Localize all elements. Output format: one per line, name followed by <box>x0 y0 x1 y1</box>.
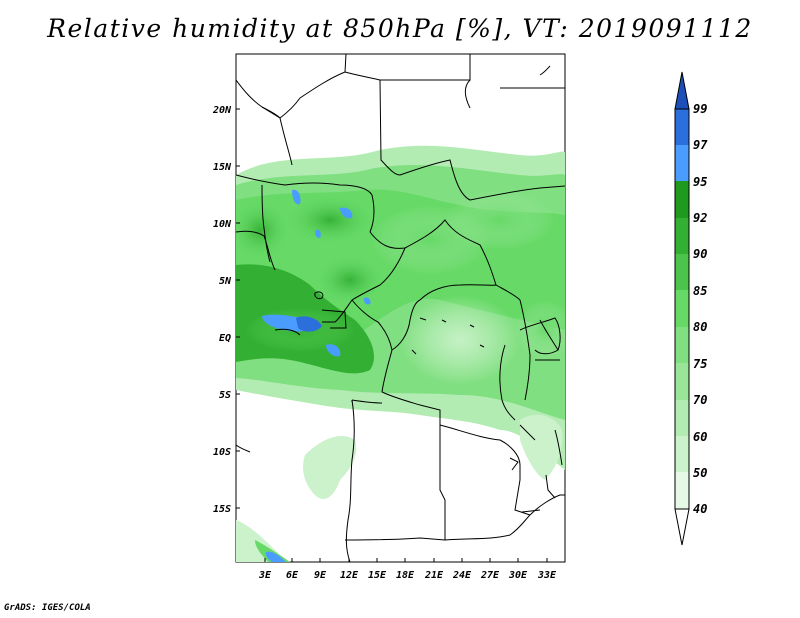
colorbar-label: 50 <box>693 466 707 480</box>
colorbar-bin <box>674 508 690 546</box>
colorbar-label: 80 <box>693 320 707 334</box>
lat-label: EQ <box>219 333 231 344</box>
colorbar-bin <box>675 254 689 290</box>
colorbar-bin <box>675 327 689 363</box>
colorbar-label: 85 <box>693 284 707 298</box>
lakes-coast <box>274 65 561 513</box>
lat-label: 10S <box>213 447 231 458</box>
lat-label: 10N <box>213 219 232 230</box>
lon-label: 27E <box>480 570 500 581</box>
colorbar-label: 75 <box>693 357 707 371</box>
colorbar-label: 97 <box>693 138 708 152</box>
lat-label: 15S <box>213 504 231 515</box>
colorbar-label: 90 <box>693 247 707 261</box>
colorbar-bin <box>675 400 689 436</box>
colorbar-bin <box>675 181 689 218</box>
colorbar-bin <box>675 363 689 400</box>
lon-label: 9E <box>314 570 327 581</box>
colorbar <box>674 71 690 546</box>
country-boundaries <box>236 54 565 562</box>
longitude-labels: 3E 6E 9E 12E 15E 18E 21E 24E 27E 30E 33E <box>258 570 557 581</box>
latitude-labels: 20N 15N 10N 5N EQ 5S 10S 15S <box>212 105 232 515</box>
lat-label: 20N <box>212 105 232 116</box>
lon-label: 12E <box>340 570 359 581</box>
lat-label: 5N <box>219 276 232 287</box>
lat-label: 15N <box>213 162 232 173</box>
colorbar-bin <box>675 218 689 254</box>
colorbar-bin <box>674 71 690 110</box>
lat-label: 5S <box>219 390 231 401</box>
lon-label: 15E <box>368 570 387 581</box>
lon-label: 6E <box>286 570 299 581</box>
colorbar-label: 70 <box>693 393 707 407</box>
colorbar-bin <box>675 472 689 509</box>
colorbar-bin <box>675 109 689 145</box>
colorbar-label: 95 <box>693 175 707 189</box>
axis-ticks <box>236 108 548 562</box>
humidity-field <box>236 145 565 562</box>
colorbar-label: 40 <box>693 502 707 516</box>
colorbar-labels: 99 97 95 92 90 85 80 75 70 60 50 40 <box>693 102 708 516</box>
colorbar-label: 92 <box>693 211 707 225</box>
lon-label: 33E <box>537 570 557 581</box>
colorbar-bin <box>675 145 689 181</box>
colorbar-label: 99 <box>693 102 707 116</box>
colorbar-outline <box>674 108 690 510</box>
colorbar-bin <box>675 290 689 327</box>
lon-label: 24E <box>452 570 472 581</box>
lon-label: 3E <box>258 570 272 581</box>
colorbar-label: 60 <box>693 430 707 444</box>
chart-title: Relative humidity at 850hPa [%], VT: 201… <box>47 14 753 43</box>
lon-label: 18E <box>396 570 415 581</box>
colorbar-bin <box>675 436 689 472</box>
lon-label: 21E <box>424 570 444 581</box>
lon-label: 30E <box>508 570 528 581</box>
grads-credit: GrADS: IGES/COLA <box>4 603 91 613</box>
